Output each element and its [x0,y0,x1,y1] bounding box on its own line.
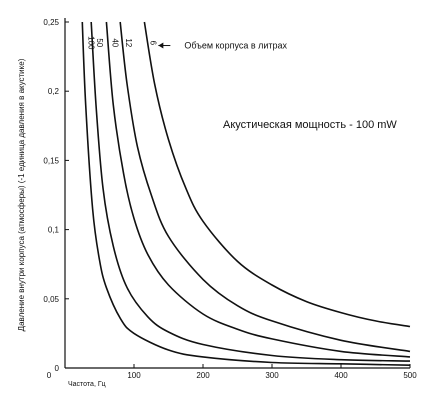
pointer-arrow-head [158,42,164,49]
x-tick-label: 100 [127,371,141,380]
series-line-100 [81,21,411,366]
y-tick-label: 0 [55,364,60,373]
x-tick-label: 200 [196,371,210,380]
series-layer [81,21,411,366]
x-tick-label: 400 [334,371,348,380]
axes: 0 0,05 0,1 0,15 0,2 0,25 0 100 200 300 400 500 [43,18,417,380]
series-label-100: 100 [86,36,95,50]
y-axis-label: Давление внутри корпуса (атмосферы) (-1 … [17,58,26,331]
series-label-6: 6 [148,41,157,46]
x-axis-label: Частота, Гц [68,381,106,388]
y-tick-label: 0,2 [48,87,60,96]
series-label-40: 40 [110,38,119,47]
series-line-40 [105,21,411,358]
series-label-50: 50 [95,38,104,47]
series-line-12 [119,21,411,353]
y-tick-label: 0,25 [43,18,59,27]
y-tick-label: 0,1 [48,226,60,235]
x-tick-label: 0 [47,371,52,380]
power-annotation: Акустическая мощность - 100 mW [223,119,397,131]
x-tick-label: 500 [403,371,417,380]
y-tick-label: 0,15 [43,156,59,165]
y-tick-label: 0,05 [43,295,59,304]
labels-layer: Частота, Гц Давление внутри корпуса (атмо… [17,36,397,388]
curve-arrow-annotation: Объем корпуса в литрах [184,41,287,51]
x-tick-label: 300 [265,371,279,380]
series-line-50 [90,21,411,362]
series-line-6 [143,21,411,328]
series-label-12: 12 [124,38,133,47]
